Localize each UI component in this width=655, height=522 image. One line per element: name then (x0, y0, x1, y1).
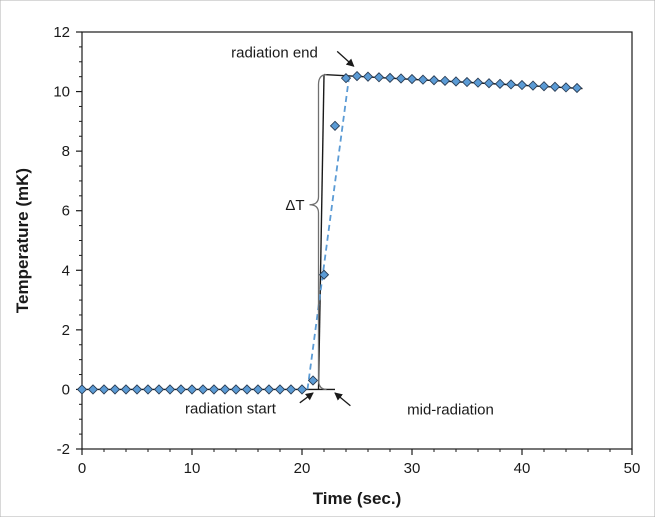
data-point (417, 74, 429, 85)
data-point (120, 384, 132, 395)
y-tick-label: 8 (62, 143, 70, 160)
data-point (439, 75, 451, 86)
x-tick-label: 40 (514, 460, 531, 477)
data-point (197, 384, 209, 395)
data-point (340, 73, 352, 84)
data-point (98, 384, 110, 395)
data-point (450, 76, 462, 87)
y-tick-label: 12 (53, 24, 70, 41)
data-point (472, 77, 484, 88)
delta-t-brace (309, 73, 327, 391)
data-point (483, 78, 495, 89)
data-point (153, 384, 165, 395)
data-point (142, 384, 154, 395)
tick-labels: 0 10 20 30 40 50 -2 0 2 4 6 8 10 12 (53, 24, 640, 477)
y-axis-title: Temperature (mK) (13, 168, 32, 313)
mid-radiation-arrow (334, 392, 351, 407)
data-point (362, 71, 374, 82)
data-point (318, 269, 330, 280)
data-point (560, 82, 572, 93)
data-point (307, 375, 319, 386)
data-point (76, 384, 88, 395)
x-axis-title: Time (sec.) (313, 489, 402, 508)
data-point (494, 78, 506, 89)
data-point (219, 384, 231, 395)
data-point (461, 76, 473, 88)
data-point (296, 384, 308, 395)
data-point (571, 82, 583, 94)
y-tick-label: -2 (57, 441, 70, 458)
data-point (285, 384, 297, 395)
data-point (406, 73, 418, 85)
y-tick-label: 6 (62, 203, 70, 220)
data-point (538, 81, 550, 92)
y-tick-label: 4 (62, 262, 70, 279)
data-point (241, 384, 253, 395)
data-point (109, 384, 121, 395)
data-point (186, 384, 198, 395)
data-points (76, 70, 583, 395)
x-tick-label: 50 (624, 460, 641, 477)
x-tick-label: 20 (294, 460, 311, 477)
data-point (164, 384, 176, 395)
dashed-fit-line (306, 75, 351, 390)
data-point (373, 72, 385, 83)
data-point (263, 384, 275, 395)
radiation-start-arrow (299, 392, 314, 404)
data-point (131, 384, 143, 395)
x-tick-label: 30 (404, 460, 421, 477)
radiation-end-label: radiation end (231, 44, 318, 61)
radiation-start-label: radiation start (185, 400, 277, 417)
data-point (87, 384, 99, 395)
delta-t-label: ΔT (285, 197, 304, 214)
annotations: ΔT radiation end radiation start mid-rad… (185, 44, 494, 418)
data-point (351, 70, 363, 82)
data-point (505, 79, 517, 90)
data-point (230, 384, 242, 395)
data-point (549, 81, 561, 92)
data-point (329, 120, 341, 131)
data-point (252, 384, 264, 395)
data-point (428, 75, 440, 86)
data-point (175, 384, 187, 395)
y-tick-label: 0 (62, 381, 70, 398)
y-tick-label: 2 (62, 322, 70, 339)
data-point (274, 384, 286, 395)
y-tick-label: 10 (53, 84, 70, 101)
radiation-end-arrow (336, 50, 355, 67)
x-tick-label: 0 (78, 460, 86, 477)
solid-fit-line (317, 75, 325, 390)
data-point (395, 73, 407, 84)
data-point (208, 384, 220, 395)
data-point (516, 79, 528, 91)
data-point (527, 80, 539, 91)
x-tick-label: 10 (184, 460, 201, 477)
data-point (384, 72, 396, 84)
mid-radiation-label: mid-radiation (407, 402, 494, 419)
